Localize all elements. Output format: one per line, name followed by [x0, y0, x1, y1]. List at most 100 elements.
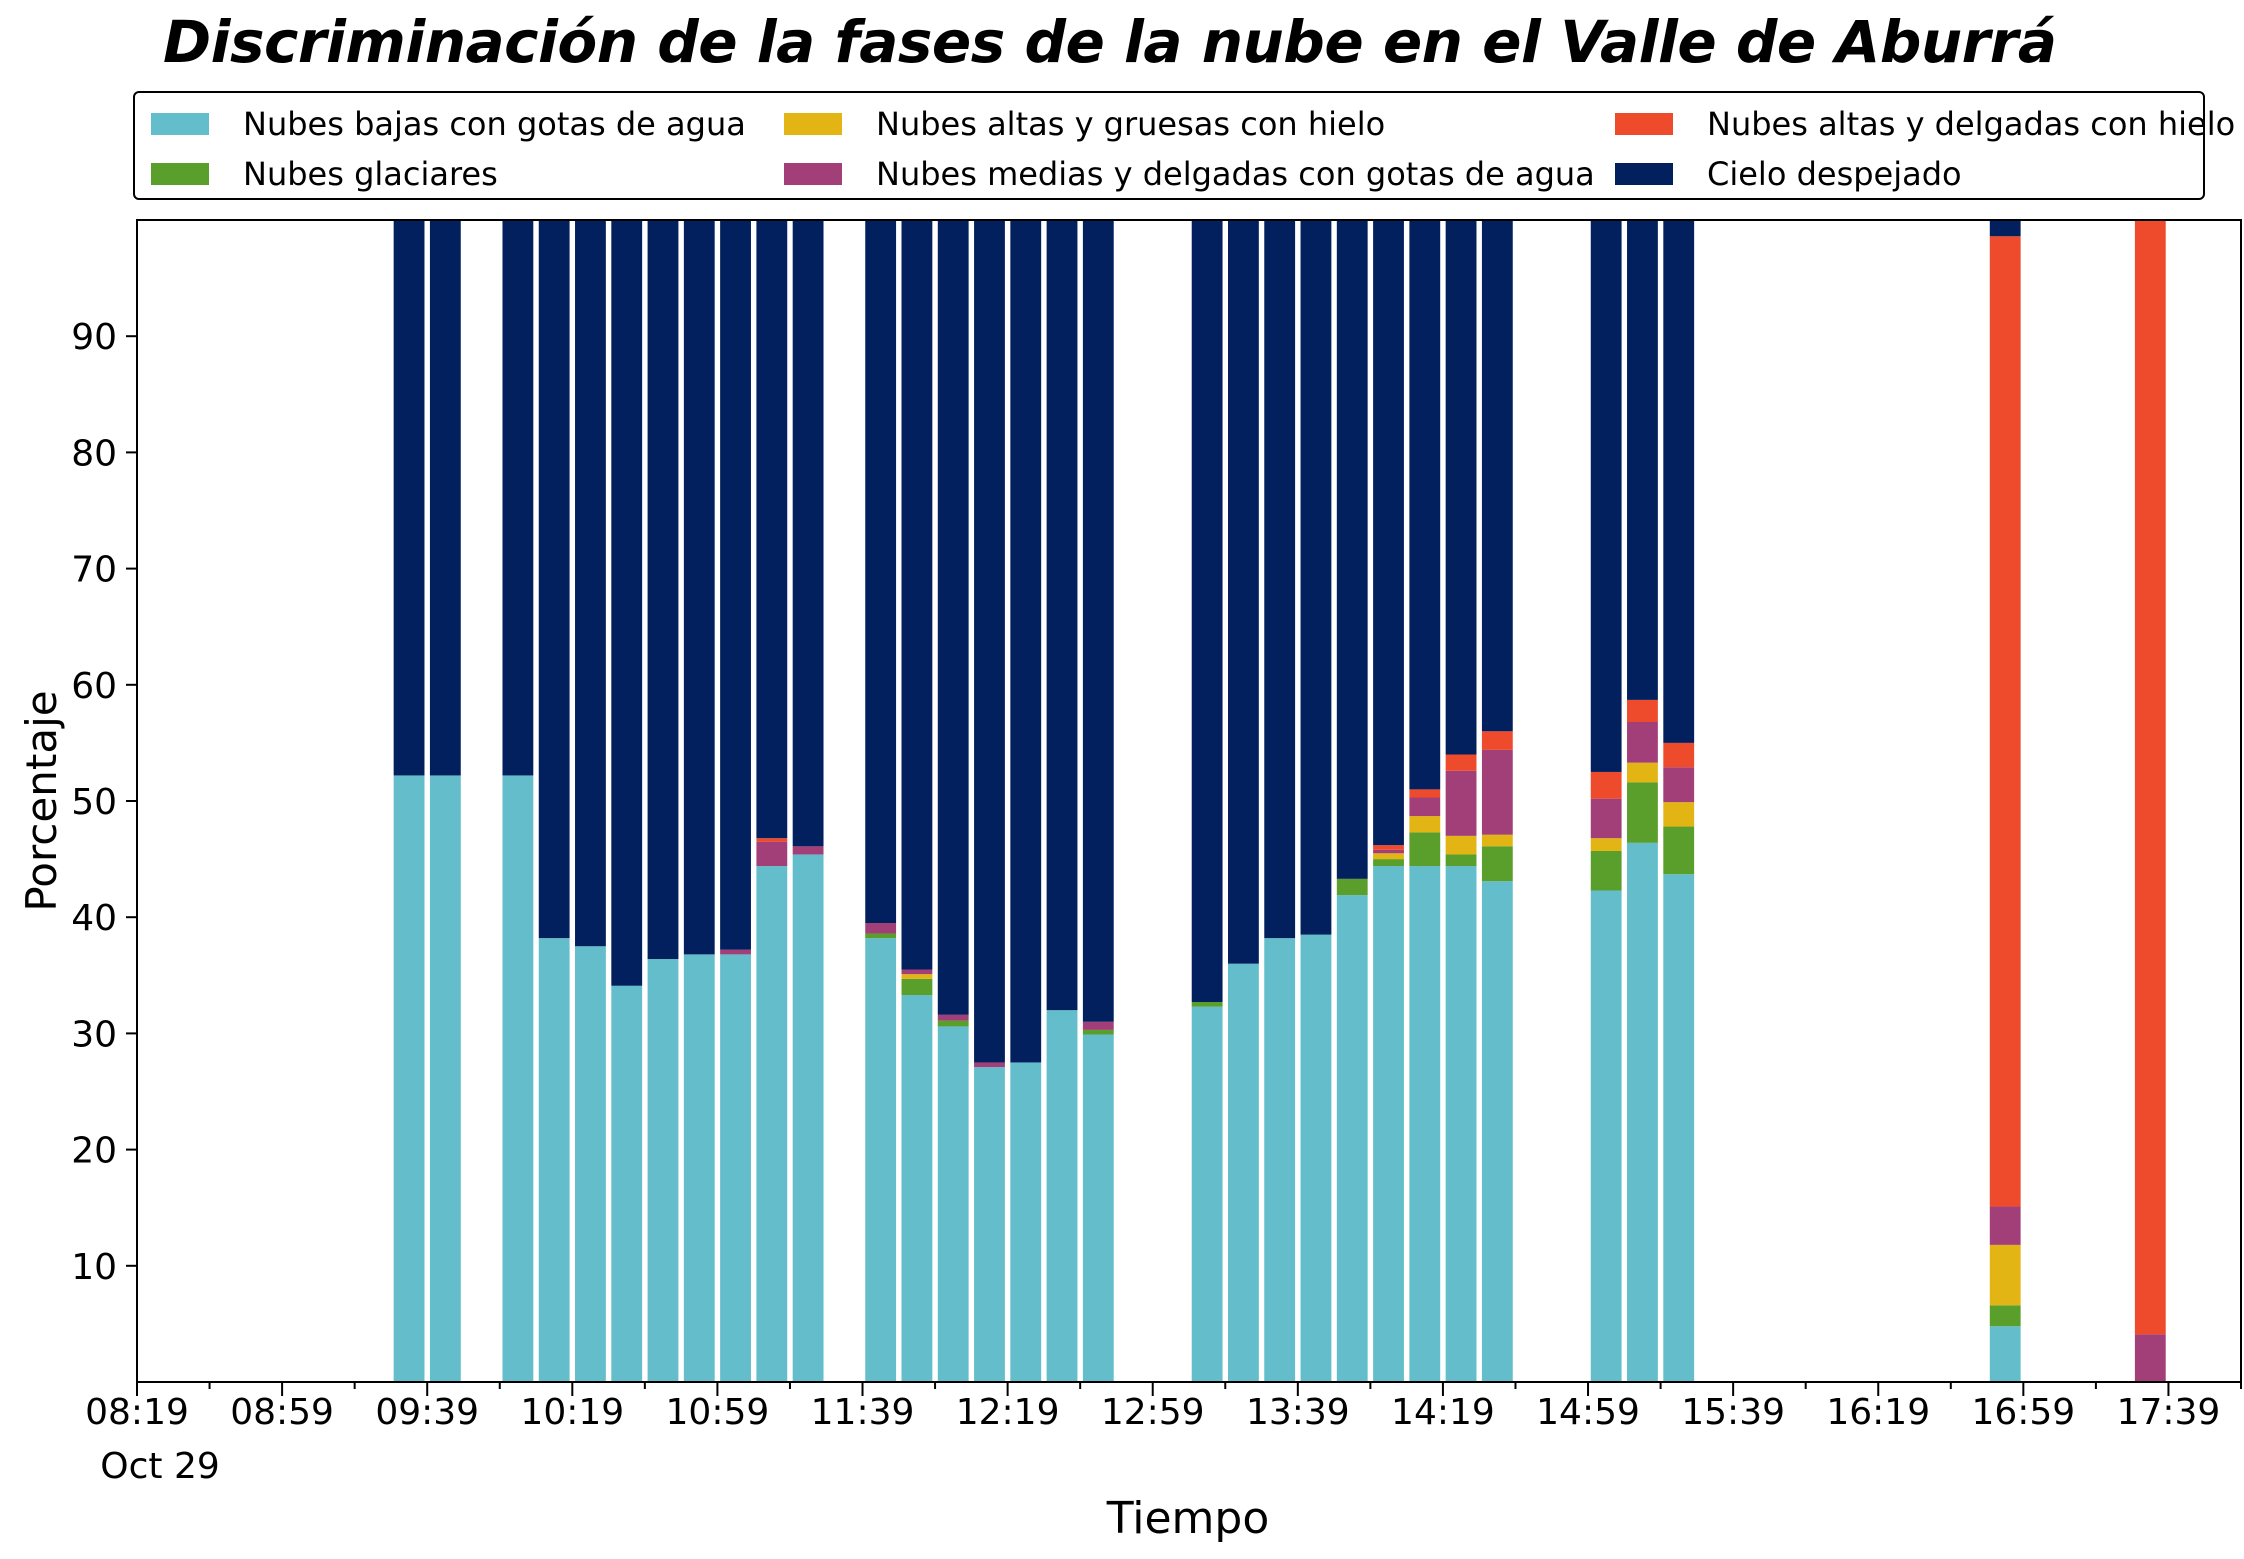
bar-segment-0-31	[1989, 1326, 2021, 1382]
bar-segment-1-30	[1663, 826, 1695, 875]
bar-segment-1-24	[1409, 832, 1441, 867]
bar-segment-3-8	[720, 949, 751, 955]
bar-segment-1-25	[1445, 854, 1477, 867]
bar-segment-4-25	[1445, 754, 1477, 771]
bar-segment-0-12	[901, 995, 933, 1382]
bar-segment-0-15	[1010, 1062, 1042, 1382]
legend-swatch-cielo-despejado	[1615, 163, 1673, 185]
bar-segment-5-9	[756, 220, 788, 839]
bar-segment-3-26	[1481, 749, 1513, 835]
bars-group	[393, 220, 2166, 1382]
legend-label-nubes-altas-delgadas: Nubes altas y delgadas con hielo	[1707, 105, 2236, 143]
bar-segment-5-4	[575, 220, 606, 947]
bar-segment-5-13	[937, 220, 969, 1015]
bar-segment-1-29	[1627, 782, 1658, 843]
bar-segment-2-12	[901, 974, 933, 979]
bar-segment-0-22	[1336, 895, 1368, 1382]
x-axis-label: Tiempo	[1106, 1493, 1270, 1544]
bar-segment-0-30	[1663, 874, 1695, 1382]
bar-segment-5-1	[429, 220, 461, 776]
bar-segment-2-25	[1445, 835, 1477, 855]
bar-segment-5-3	[538, 220, 570, 939]
bar-segment-4-30	[1663, 742, 1695, 768]
legend-label-nubes-glaciares: Nubes glaciares	[243, 155, 498, 193]
bar-segment-5-23	[1373, 220, 1404, 846]
legend-item-nubes-glaciares: Nubes glaciares	[151, 155, 498, 193]
bar-segment-5-30	[1663, 220, 1695, 743]
bar-segment-0-25	[1445, 866, 1477, 1382]
bar-segment-5-11	[865, 220, 897, 924]
bar-segment-3-30	[1663, 767, 1695, 803]
y-tick-label: 10	[71, 1247, 117, 1288]
bar-segment-5-22	[1336, 220, 1368, 879]
bar-segment-5-7	[683, 220, 715, 955]
legend-swatch-nubes-altas-delgadas	[1615, 113, 1673, 135]
y-axis: 10 20 30 40 50 60 70 80 90	[71, 317, 137, 1288]
bar-segment-0-13	[937, 1026, 969, 1382]
x-tick-label: 12:19	[956, 1392, 1060, 1433]
bar-segment-5-31	[1989, 220, 2021, 237]
bar-segment-2-30	[1663, 802, 1695, 827]
bar-segment-3-29	[1627, 721, 1658, 763]
bar-segment-3-12	[901, 969, 933, 975]
bar-segment-3-24	[1409, 797, 1441, 817]
bar-segment-5-28	[1590, 220, 1622, 772]
bar-segment-5-17	[1082, 220, 1114, 1022]
bar-segment-0-9	[756, 866, 788, 1382]
bar-segment-0-19	[1228, 963, 1259, 1382]
bar-segment-0-5	[611, 985, 643, 1382]
bar-segment-4-31	[1989, 236, 2021, 1207]
legend-item-nubes-altas-gruesas: Nubes altas y gruesas con hielo	[784, 105, 1385, 143]
legend-swatch-nubes-altas-gruesas	[784, 113, 842, 135]
bar-segment-2-29	[1627, 762, 1658, 783]
legend-item-nubes-medias-delgadas: Nubes medias y delgadas con gotas de agu…	[784, 155, 1595, 193]
bar-segment-2-23	[1373, 853, 1404, 860]
y-tick-label: 60	[71, 666, 117, 707]
bar-segment-5-16	[1046, 220, 1078, 1011]
x-tick-label: 16:59	[1971, 1392, 2075, 1433]
legend-swatch-nubes-bajas	[151, 113, 209, 135]
x-tick-label: 14:19	[1391, 1392, 1495, 1433]
y-tick-label: 70	[71, 550, 117, 591]
bar-segment-1-12	[901, 978, 933, 996]
bar-segment-5-14	[974, 220, 1005, 1063]
bar-segment-5-25	[1445, 220, 1477, 755]
x-tick-label: 14:59	[1536, 1392, 1640, 1433]
x-tick-label: 15:39	[1681, 1392, 1785, 1433]
bar-segment-5-6	[647, 220, 679, 960]
y-axis-label: Porcentaje	[17, 690, 66, 911]
x-tick-label: 11:39	[811, 1392, 915, 1433]
bar-segment-1-23	[1373, 859, 1404, 867]
bar-segment-0-24	[1409, 866, 1441, 1382]
bar-segment-0-8	[720, 954, 751, 1382]
bar-segment-1-22	[1336, 878, 1368, 896]
bar-segment-5-2	[502, 220, 534, 776]
bar-segment-0-3	[538, 938, 570, 1382]
bar-segment-5-24	[1409, 220, 1441, 790]
bar-segment-1-18	[1191, 1002, 1223, 1007]
bar-segment-2-28	[1590, 838, 1622, 851]
legend-item-nubes-altas-delgadas: Nubes altas y delgadas con hielo	[1615, 105, 2235, 143]
bar-segment-1-13	[937, 1020, 969, 1027]
x-tick-label: 13:39	[1246, 1392, 1350, 1433]
bar-segment-0-6	[647, 959, 679, 1382]
y-tick-label: 30	[71, 1014, 117, 1055]
bar-segment-0-29	[1627, 842, 1658, 1382]
bar-segment-4-9	[756, 838, 788, 842]
bar-segment-3-14	[974, 1062, 1005, 1068]
bar-segment-3-11	[865, 923, 897, 934]
bar-segment-4-23	[1373, 845, 1404, 850]
y-tick-label: 50	[71, 782, 117, 823]
bar-segment-5-15	[1010, 220, 1042, 1063]
bar-segment-0-2	[502, 775, 534, 1382]
x-tick-label: 17:39	[2117, 1392, 2221, 1433]
bar-segment-2-24	[1409, 816, 1441, 833]
legend-label-nubes-medias-delgadas: Nubes medias y delgadas con gotas de agu…	[876, 155, 1595, 193]
legend-item-nubes-bajas: Nubes bajas con gotas de agua	[151, 105, 746, 143]
bar-segment-3-13	[937, 1014, 969, 1021]
bar-segment-3-23	[1373, 849, 1404, 854]
bar-segment-5-0	[393, 220, 425, 776]
bar-segment-0-28	[1590, 890, 1622, 1382]
bar-segment-5-12	[901, 220, 933, 970]
